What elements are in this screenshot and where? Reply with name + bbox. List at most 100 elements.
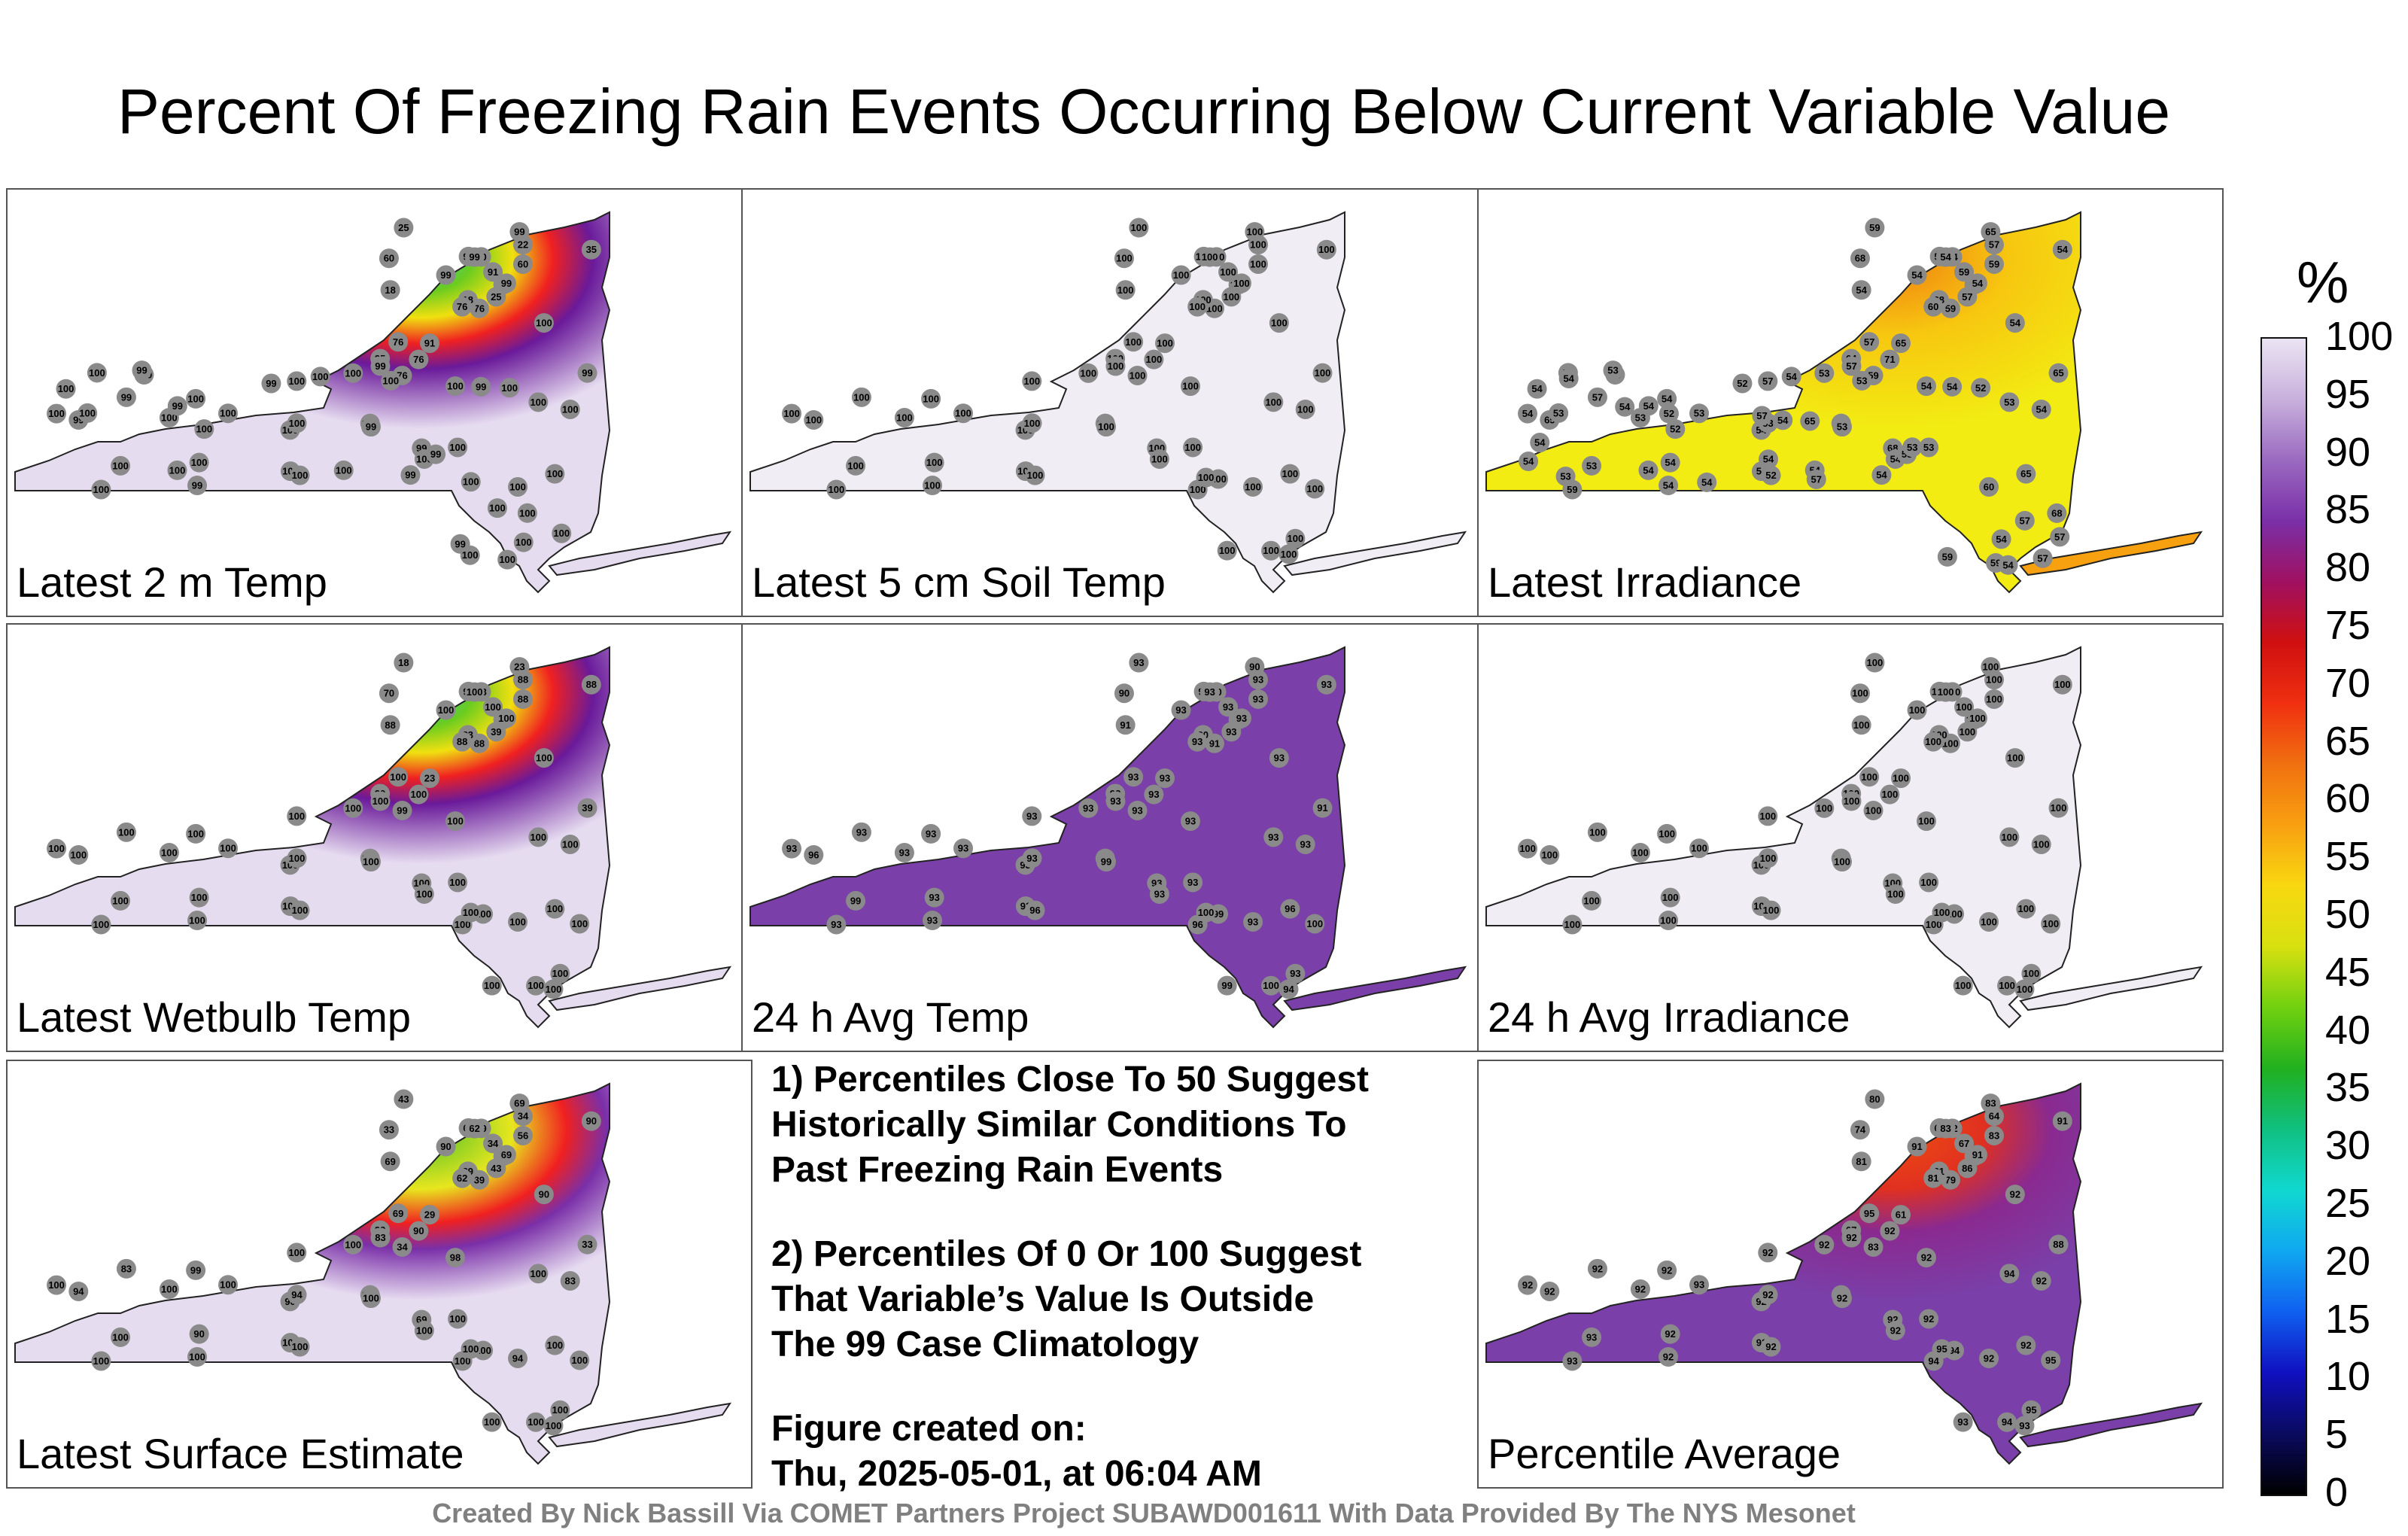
station-marker: 54: [1558, 368, 1579, 388]
station-value: 100: [509, 481, 526, 492]
station-value: 100: [112, 460, 129, 471]
colorbar: [2261, 337, 2307, 1496]
station-marker: 93: [1285, 963, 1306, 984]
station-value: 100: [536, 318, 552, 329]
station-value: 100: [528, 980, 544, 991]
station-marker: 100: [2048, 798, 2069, 818]
station-value: 99: [192, 480, 202, 491]
station-value: 100: [1938, 686, 1954, 698]
station-value: 99: [850, 895, 861, 906]
station-marker: 92: [1630, 1279, 1650, 1299]
station-value: 100: [498, 713, 515, 724]
station-value: 100: [1125, 336, 1142, 348]
station-marker: 100: [851, 387, 871, 407]
station-value: 100: [1297, 403, 1314, 415]
station-value: 92: [1846, 1232, 1856, 1243]
station-marker: 100: [1025, 465, 1045, 485]
station-value: 100: [1219, 545, 1236, 556]
station-value: 54: [1972, 278, 1984, 289]
station-marker: 53: [1603, 360, 1623, 381]
station-value: 100: [1247, 227, 1263, 238]
colorbar-tick-label: 60: [2325, 776, 2371, 822]
station-value: 59: [1945, 303, 1956, 314]
station-marker: 93: [1199, 682, 1220, 702]
station-marker: 53: [1852, 370, 1872, 391]
station-marker: 93: [851, 822, 871, 842]
station-marker: 54: [2031, 399, 2051, 419]
station-value: 92: [1884, 1225, 1895, 1236]
station-value: 100: [1834, 856, 1850, 868]
station-marker: 93: [1231, 708, 1251, 728]
station-marker: 100: [534, 748, 554, 768]
station-value: 92: [1635, 1283, 1646, 1294]
station-value: 100: [1660, 915, 1677, 926]
station-marker: 90: [189, 1324, 209, 1344]
station-marker: 68: [2047, 503, 2067, 523]
station-value: 94: [512, 1352, 524, 1364]
station-value: 57: [1592, 391, 1603, 403]
ny-state-map: 1001001001001001001001001001001001001001…: [1485, 646, 2203, 1029]
station-value: 74: [1855, 1124, 1866, 1136]
station-value: 100: [1306, 483, 1323, 494]
station-value: 99: [190, 1264, 201, 1276]
station-value: 100: [1233, 278, 1250, 289]
station-marker: 34: [513, 1106, 534, 1127]
station-marker: 34: [392, 1236, 412, 1257]
station-value: 93: [856, 826, 867, 838]
station-value: 54: [1786, 371, 1797, 382]
station-value: 95: [2026, 1404, 2036, 1416]
station-value: 100: [2007, 753, 2023, 764]
station-marker: 100: [414, 884, 434, 904]
station-value: 70: [384, 688, 394, 699]
station-marker: 100: [47, 1275, 67, 1295]
station-value: 100: [829, 484, 845, 495]
station-value: 99: [136, 365, 147, 376]
station-marker: 100: [1096, 417, 1116, 437]
station-marker: 100: [2014, 979, 2035, 999]
station-marker: 93: [1218, 697, 1239, 717]
station-marker: 100: [508, 911, 528, 932]
station-marker: 90: [581, 1111, 601, 1131]
station-marker: 71: [1880, 349, 1900, 370]
station-marker: 100: [1660, 887, 1680, 908]
station-value: 100: [1250, 258, 1266, 269]
station-marker: 92: [1758, 1242, 1778, 1263]
station-marker: 54: [1907, 265, 1927, 285]
station-marker: 54: [1942, 376, 1963, 397]
station-value: 96: [1285, 903, 1295, 914]
station-value: 100: [1659, 828, 1675, 839]
station-marker: 83: [116, 1258, 136, 1279]
station-marker: 100: [287, 848, 307, 868]
station-value: 100: [390, 771, 406, 783]
station-value: 68: [1855, 253, 1865, 264]
station-marker: 25: [394, 217, 414, 238]
station-marker: 100: [528, 827, 549, 847]
station-value: 59: [1869, 222, 1880, 233]
station-value: 94: [73, 1285, 84, 1297]
station-value: 99: [469, 251, 479, 263]
station-value: 54: [1665, 457, 1676, 468]
station-marker: 100: [846, 455, 866, 476]
station-marker: 100: [894, 407, 914, 427]
station-value: 91: [488, 266, 498, 278]
station-marker: 94: [508, 1348, 528, 1368]
station-value: 86: [1962, 1163, 1972, 1174]
station-value: 100: [1182, 381, 1199, 392]
colorbar-tick-label: 50: [2325, 892, 2371, 937]
station-value: 100: [462, 549, 479, 561]
station-value: 100: [1131, 222, 1148, 233]
station-value: 65: [2020, 468, 2031, 479]
station-marker: 100: [409, 784, 429, 804]
station-marker: 100: [445, 376, 465, 397]
station-marker: 100: [186, 823, 206, 844]
station-value: 100: [562, 838, 579, 850]
station-marker: 65: [1891, 333, 1911, 354]
station-marker: 100: [1916, 811, 1936, 832]
station-marker: 54: [1916, 376, 1936, 397]
station-marker: 100: [111, 455, 131, 476]
station-value: 92: [1890, 1325, 1901, 1336]
station-marker: 59: [1984, 254, 2004, 274]
station-marker: 100: [56, 379, 76, 399]
station-value: 100: [1184, 442, 1201, 453]
station-value: 88: [518, 674, 528, 686]
